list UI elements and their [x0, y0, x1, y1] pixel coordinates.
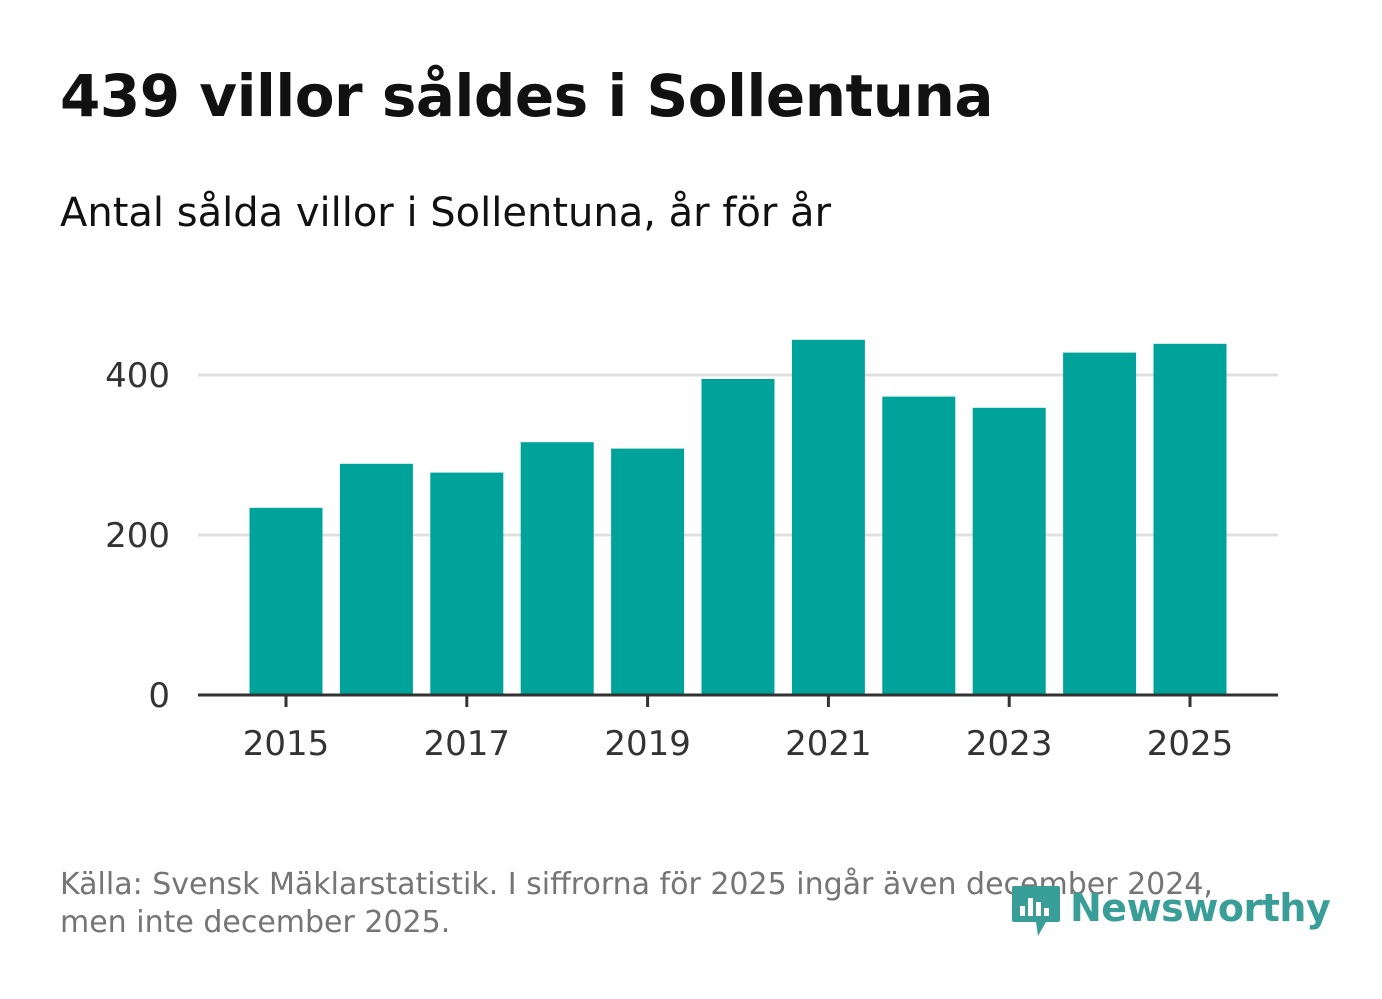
bars: [249, 339, 1227, 695]
newsworthy-logo[interactable]: Newsworthy: [1010, 876, 1331, 940]
bar-2020: [701, 379, 775, 695]
x-tick-label-2023: 2023: [966, 724, 1053, 764]
y-axis-labels: 0 200 400: [105, 356, 170, 716]
bar-2024: [1063, 352, 1137, 695]
source-note-line-2: men inte december 2025.: [60, 905, 451, 940]
bar-2025: [1153, 343, 1227, 695]
bar-2018: [520, 442, 594, 695]
y-tick-label-200: 200: [105, 516, 170, 556]
x-tick-label-2017: 2017: [424, 724, 511, 764]
bar-2023: [972, 407, 1046, 695]
x-tick-label-2025: 2025: [1147, 724, 1234, 764]
chart-subtitle: Antal sålda villor i Sollentuna, år för …: [60, 190, 832, 236]
x-axis: 2015 2017 2019 2021 2023 2025: [198, 693, 1278, 764]
chart-title: 439 villor såldes i Sollentuna: [60, 62, 994, 130]
bar-2022: [882, 396, 956, 695]
y-tick-label-0: 0: [148, 676, 170, 716]
bar-2016: [339, 463, 413, 695]
bar-2019: [611, 448, 685, 695]
bar-2015: [249, 507, 323, 695]
x-tick-label-2021: 2021: [785, 724, 872, 764]
newsworthy-logo-icon: [1012, 886, 1060, 936]
x-tick-label-2015: 2015: [243, 724, 330, 764]
bar-2017: [430, 472, 504, 695]
bar-2021: [791, 339, 865, 695]
x-tick-label-2019: 2019: [604, 724, 691, 764]
newsworthy-logo-text: Newsworthy: [1070, 886, 1331, 930]
y-tick-label-400: 400: [105, 356, 170, 396]
